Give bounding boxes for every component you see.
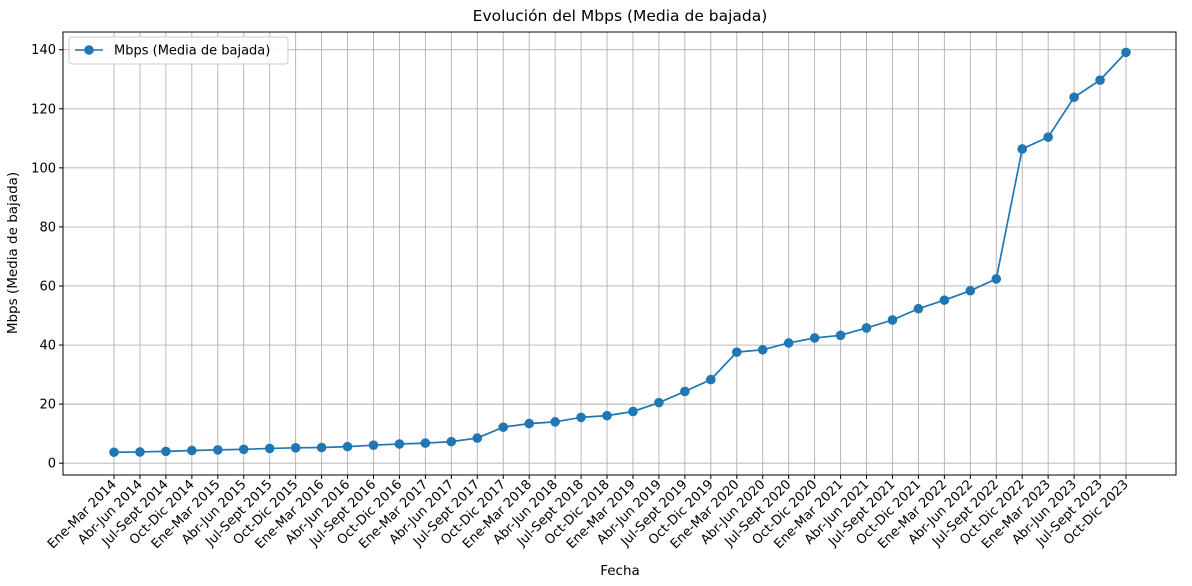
y-tick-label: 100 bbox=[31, 161, 56, 176]
data-point bbox=[1095, 75, 1105, 85]
data-point bbox=[212, 445, 223, 455]
data-point bbox=[861, 323, 872, 333]
data-point bbox=[1043, 132, 1053, 142]
data-point bbox=[394, 439, 405, 449]
legend-box bbox=[68, 36, 289, 65]
legend: Mbps (Media de bajada) bbox=[68, 36, 289, 65]
legend-marker-swatch bbox=[84, 45, 94, 55]
data-point bbox=[187, 445, 197, 456]
y-tick-label: 0 bbox=[48, 457, 56, 472]
data-point bbox=[1017, 144, 1028, 154]
data-point bbox=[550, 417, 560, 427]
data-point bbox=[706, 374, 716, 385]
y-tick-label: 40 bbox=[39, 339, 56, 354]
data-point bbox=[783, 338, 794, 348]
data-point bbox=[368, 440, 379, 450]
data-point bbox=[628, 406, 638, 417]
data-point bbox=[1121, 47, 1131, 58]
legend-label: Mbps (Media de bajada) bbox=[114, 44, 270, 59]
data-point bbox=[264, 443, 275, 454]
data-point bbox=[965, 285, 976, 296]
data-point bbox=[498, 422, 509, 432]
y-tick-label: 80 bbox=[39, 220, 56, 235]
data-point bbox=[135, 447, 145, 457]
data-point bbox=[731, 347, 742, 357]
data-point bbox=[472, 433, 483, 443]
data-point bbox=[316, 442, 327, 453]
data-point bbox=[835, 330, 846, 341]
x-axis-label: Fecha bbox=[600, 563, 640, 579]
data-point bbox=[913, 303, 924, 314]
chart-title: Evolución del Mbps (Media de bajada) bbox=[473, 7, 768, 25]
data-point bbox=[290, 443, 301, 453]
data-point bbox=[342, 441, 353, 452]
data-point bbox=[238, 444, 249, 455]
data-point bbox=[809, 333, 820, 343]
y-axis-label: Mbps (Media de bajada) bbox=[5, 172, 21, 334]
data-point bbox=[446, 436, 457, 447]
data-point bbox=[109, 447, 119, 458]
y-tick-label: 20 bbox=[39, 398, 56, 413]
data-point bbox=[1069, 92, 1079, 103]
data-point bbox=[887, 315, 898, 325]
data-point bbox=[602, 410, 612, 421]
plot-area-frame bbox=[62, 31, 1177, 476]
data-point bbox=[161, 446, 171, 457]
y-axis-ticks: 0 20 40 60 80 100 120 140 bbox=[31, 43, 63, 472]
data-point bbox=[420, 438, 431, 448]
data-point bbox=[680, 386, 690, 397]
data-point bbox=[576, 412, 586, 423]
grid bbox=[63, 32, 1176, 475]
y-tick-label: 140 bbox=[31, 43, 56, 58]
data-point bbox=[524, 418, 534, 429]
data-point bbox=[991, 274, 1002, 284]
y-tick-label: 120 bbox=[31, 102, 56, 117]
y-tick-label: 60 bbox=[39, 279, 56, 294]
data-point bbox=[757, 344, 768, 355]
series-mbps bbox=[109, 47, 1131, 458]
data-point bbox=[939, 295, 950, 305]
series-line bbox=[113, 51, 1127, 454]
data-point bbox=[654, 397, 664, 408]
